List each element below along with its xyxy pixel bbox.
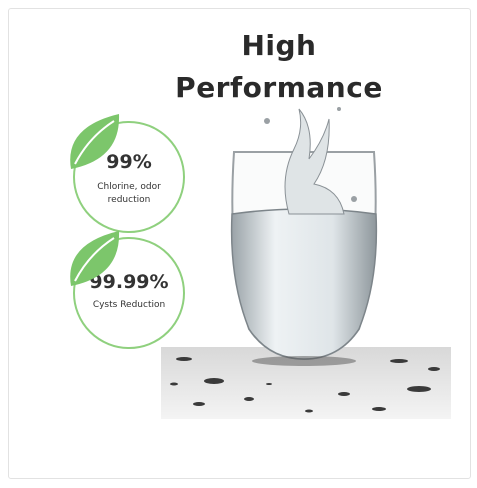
title-line: High [109,29,449,62]
title-line: Performance [109,71,449,104]
stat-badge: 99% Chlorine, odor reduction [73,121,185,233]
stat-value: 99.99% [75,271,183,293]
stat-label: Cysts Reduction [89,299,169,312]
stat-label: Chlorine, odor reduction [89,181,169,207]
stat-value: 99% [75,151,183,173]
product-card: High Performance 99% Chlorine, odor redu… [8,8,471,479]
stat-badge: 99.99% Cysts Reduction [73,237,185,349]
